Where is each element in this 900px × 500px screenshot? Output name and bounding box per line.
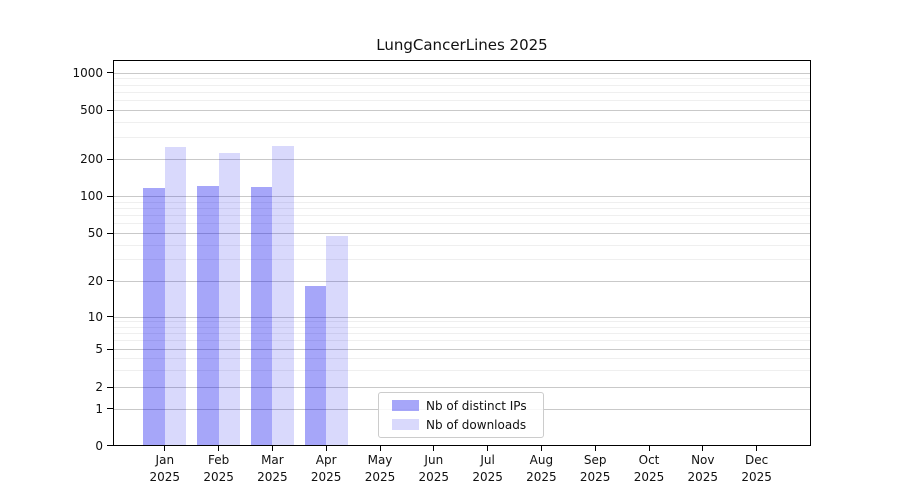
bar-distinct-ips [250, 186, 273, 446]
gridline-minor [114, 78, 810, 80]
x-tick-label-jun: Jun 2025 [418, 453, 450, 484]
y-tick-mark [107, 316, 113, 317]
y-tick-mark [107, 445, 113, 446]
bar-downloads [164, 147, 187, 446]
gridline-major [114, 387, 810, 388]
y-tick-mark [107, 72, 113, 73]
y-tick-mark [107, 232, 113, 234]
gridline-minor [114, 259, 810, 261]
y-tick-mark [107, 386, 113, 388]
x-tick-mark [433, 446, 435, 451]
gridline-minor [114, 358, 810, 360]
x-tick-label-jul: Jul 2025 [472, 453, 503, 484]
gridline-major [114, 196, 810, 197]
plot-area [113, 60, 811, 446]
gridline-major [114, 280, 810, 282]
legend-label-distinct-ips: Nb of distinct IPs [426, 398, 527, 413]
bar-distinct-ips [143, 188, 165, 446]
y-tick-mark [107, 348, 113, 350]
y-tick-label: 200 [80, 152, 103, 166]
y-tick-mark [107, 280, 113, 281]
gridline-minor [114, 333, 810, 335]
gridline-major [114, 316, 810, 318]
x-tick-label-apr: Apr 2025 [310, 453, 342, 484]
legend-row: Nb of downloads [392, 418, 543, 432]
x-tick-mark [702, 446, 704, 451]
x-tick-label-feb: Feb 2025 [203, 453, 234, 484]
x-tick-label-aug: Aug 2025 [526, 453, 557, 484]
gridline-minor [114, 223, 810, 225]
bar-distinct-ips [304, 285, 327, 446]
gridline-minor [114, 91, 810, 93]
y-tick-mark [107, 158, 113, 160]
bar-downloads [272, 145, 294, 446]
y-tick-mark [107, 408, 113, 409]
x-tick-label-oct: Oct 2025 [633, 453, 665, 484]
gridline-minor [114, 326, 810, 328]
gridline-major [114, 349, 810, 350]
x-tick-label-may: May 2025 [364, 453, 396, 484]
gridline-major [114, 159, 810, 160]
x-tick-mark [648, 446, 650, 451]
x-tick-mark [487, 446, 489, 451]
gridline-minor [114, 215, 810, 217]
gridline-minor [114, 340, 810, 342]
legend-swatch-downloads [392, 419, 419, 430]
y-tick-label: 100 [80, 189, 103, 203]
gridline-minor [114, 100, 810, 102]
y-tick-label: 1 [95, 401, 103, 416]
gridline-minor [114, 121, 810, 123]
x-tick-label-sep: Sep 2025 [579, 453, 611, 484]
gridline-major [114, 110, 810, 111]
legend-row: Nb of distinct IPs [392, 399, 543, 413]
gridline-minor [114, 207, 810, 209]
y-tick-label: 0 [95, 438, 103, 453]
x-tick-mark [164, 446, 166, 451]
legend: Nb of distinct IPs Nb of downloads [378, 392, 544, 438]
legend-swatch-distinct-ips [392, 400, 419, 411]
y-tick-label: 5 [95, 342, 103, 356]
y-tick-label: 10 [87, 309, 103, 324]
gridline-minor [114, 137, 810, 139]
x-tick-label-dec: Dec 2025 [741, 453, 772, 484]
y-tick-label: 500 [80, 103, 103, 117]
x-tick-mark [540, 446, 542, 451]
gridline-major [114, 72, 810, 74]
x-tick-mark [271, 446, 273, 451]
y-tick-mark [107, 195, 113, 197]
gridline-minor [114, 84, 810, 86]
bar-downloads [218, 152, 241, 446]
y-tick-mark [107, 109, 113, 111]
x-tick-mark [325, 446, 327, 451]
y-tick-label: 1000 [72, 65, 103, 80]
x-tick-mark [756, 446, 758, 451]
gridline-minor [114, 370, 810, 372]
legend-label-downloads: Nb of downloads [426, 417, 527, 432]
gridline-minor [114, 201, 810, 203]
y-tick-label: 20 [87, 273, 103, 288]
gridline-minor [114, 321, 810, 323]
bar-distinct-ips [197, 185, 219, 446]
y-tick-label: 50 [87, 226, 103, 240]
x-tick-mark [218, 446, 220, 451]
gridline-minor [114, 244, 810, 246]
chart-title: LungCancerLines 2025 [376, 36, 548, 54]
y-tick-label: 2 [95, 380, 103, 394]
gridline-major [114, 233, 810, 234]
x-tick-label-mar: Mar 2025 [257, 453, 288, 484]
x-tick-mark [379, 446, 381, 451]
x-tick-label-nov: Nov 2025 [687, 453, 719, 484]
x-tick-label-jan: Jan 2025 [149, 453, 181, 484]
bar-downloads [326, 236, 348, 446]
x-tick-mark [594, 446, 596, 451]
